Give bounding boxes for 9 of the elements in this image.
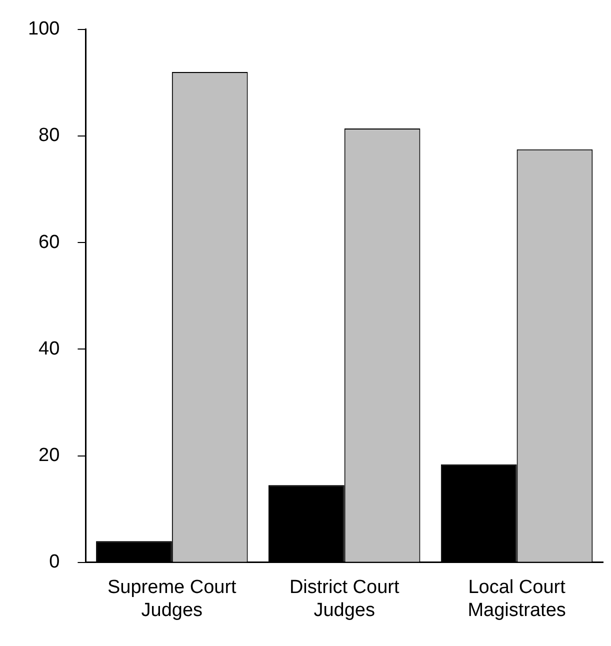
x-tick-label: Local Court Magistrates xyxy=(468,577,566,621)
y-tick-label: 100 xyxy=(28,18,60,40)
y-tick-label: 40 xyxy=(38,338,60,360)
x-tick-label: District Court Judges xyxy=(289,577,400,621)
x-tick-label: Supreme Court Judges xyxy=(107,577,238,621)
y-tick-label: 60 xyxy=(38,232,60,253)
y-tick-label: 20 xyxy=(38,445,60,466)
y-tick-label: 0 xyxy=(49,552,60,573)
y-tick-label: 80 xyxy=(38,125,60,146)
